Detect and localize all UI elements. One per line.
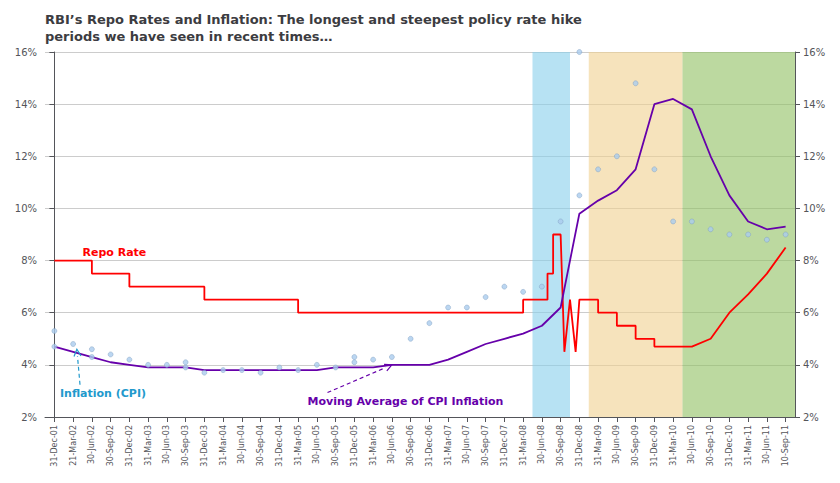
svg-text:10%: 10% — [803, 203, 825, 214]
svg-text:30-Jun-04: 30-Jun-04 — [237, 425, 246, 464]
svg-text:30-Jun-03: 30-Jun-03 — [162, 425, 171, 464]
svg-text:8%: 8% — [803, 255, 819, 266]
svg-text:6%: 6% — [803, 307, 819, 318]
svg-text:31-Dec-08: 31-Dec-08 — [575, 425, 584, 467]
svg-text:30-Jun-05: 30-Jun-05 — [312, 425, 321, 464]
svg-text:30-Sep-05: 30-Sep-05 — [331, 425, 340, 466]
svg-text:31-Dec-04: 31-Dec-04 — [275, 425, 284, 467]
svg-text:30-Sep-10: 30-Sep-10 — [706, 425, 715, 466]
svg-text:31-Dec-10: 31-Dec-10 — [725, 425, 734, 467]
svg-text:30-Sep-08: 30-Sep-08 — [556, 425, 565, 466]
svg-text:31-Mar-07: 31-Mar-07 — [444, 425, 453, 466]
svg-text:Repo Rate: Repo Rate — [83, 246, 147, 259]
svg-text:30-Sep-04: 30-Sep-04 — [256, 425, 265, 466]
svg-text:30-Jun-11: 30-Jun-11 — [762, 425, 771, 464]
svg-text:30-Sep-02: 30-Sep-02 — [106, 425, 115, 466]
svg-text:30-Sep-03: 30-Sep-03 — [181, 425, 190, 466]
svg-text:31-Dec-03: 31-Dec-03 — [200, 425, 209, 467]
svg-text:Moving Average of CPI Inflatio: Moving Average of CPI Inflation — [308, 395, 504, 408]
svg-text:31-Mar-11: 31-Mar-11 — [744, 425, 753, 466]
svg-text:31-Mar-08: 31-Mar-08 — [519, 425, 528, 466]
svg-text:30-Sep-07: 30-Sep-07 — [481, 425, 490, 466]
svg-text:31-Mar-09: 31-Mar-09 — [594, 425, 603, 466]
svg-text:30-Jun-06: 30-Jun-06 — [387, 425, 396, 464]
svg-text:31-Dec-01: 31-Dec-01 — [50, 425, 59, 467]
svg-text:14%: 14% — [15, 99, 37, 110]
svg-text:30-Sep-06: 30-Sep-06 — [406, 425, 415, 466]
svg-text:10%: 10% — [15, 203, 37, 214]
svg-text:31-Mar-03: 31-Mar-03 — [144, 425, 153, 466]
svg-text:31-Mar-04: 31-Mar-04 — [219, 425, 228, 466]
svg-text:30-Jun-07: 30-Jun-07 — [462, 425, 471, 464]
svg-text:30-Sep-09: 30-Sep-09 — [631, 425, 640, 466]
svg-text:31-Dec-06: 31-Dec-06 — [425, 425, 434, 467]
svg-text:31-Mar-06: 31-Mar-06 — [369, 425, 378, 466]
svg-text:Inflation (CPI): Inflation (CPI) — [60, 387, 146, 400]
svg-text:4%: 4% — [803, 359, 819, 370]
svg-text:10-Sep-11: 10-Sep-11 — [781, 425, 790, 466]
svg-text:2%: 2% — [21, 412, 37, 423]
svg-text:31-Dec-05: 31-Dec-05 — [350, 425, 359, 467]
svg-text:30-Jun-09: 30-Jun-09 — [612, 425, 621, 464]
svg-text:16%: 16% — [15, 47, 37, 58]
svg-text:30-Jun-02: 30-Jun-02 — [87, 425, 96, 464]
svg-text:30-Jun-08: 30-Jun-08 — [537, 425, 546, 464]
svg-text:periods we have seen in recent: periods we have seen in recent times… — [45, 29, 333, 44]
svg-text:31-Dec-09: 31-Dec-09 — [650, 425, 659, 467]
svg-text:16%: 16% — [803, 47, 825, 58]
svg-text:31-Mar-05: 31-Mar-05 — [294, 425, 303, 466]
svg-text:2%: 2% — [803, 412, 819, 423]
svg-text:30-Jun-10: 30-Jun-10 — [687, 425, 696, 464]
svg-text:21-Mar-02: 21-Mar-02 — [69, 425, 78, 466]
svg-text:31-Dec-02: 31-Dec-02 — [125, 425, 134, 467]
svg-text:12%: 12% — [803, 151, 825, 162]
svg-text:4%: 4% — [21, 359, 37, 370]
svg-text:14%: 14% — [803, 99, 825, 110]
svg-text:RBI’s Repo Rates and Inflation: RBI’s Repo Rates and Inflation: The long… — [45, 12, 582, 27]
svg-text:8%: 8% — [21, 255, 37, 266]
svg-text:12%: 12% — [15, 151, 37, 162]
svg-text:6%: 6% — [21, 307, 37, 318]
svg-text:31-Dec-07: 31-Dec-07 — [500, 425, 509, 467]
svg-text:31-Mar-10: 31-Mar-10 — [669, 425, 678, 466]
